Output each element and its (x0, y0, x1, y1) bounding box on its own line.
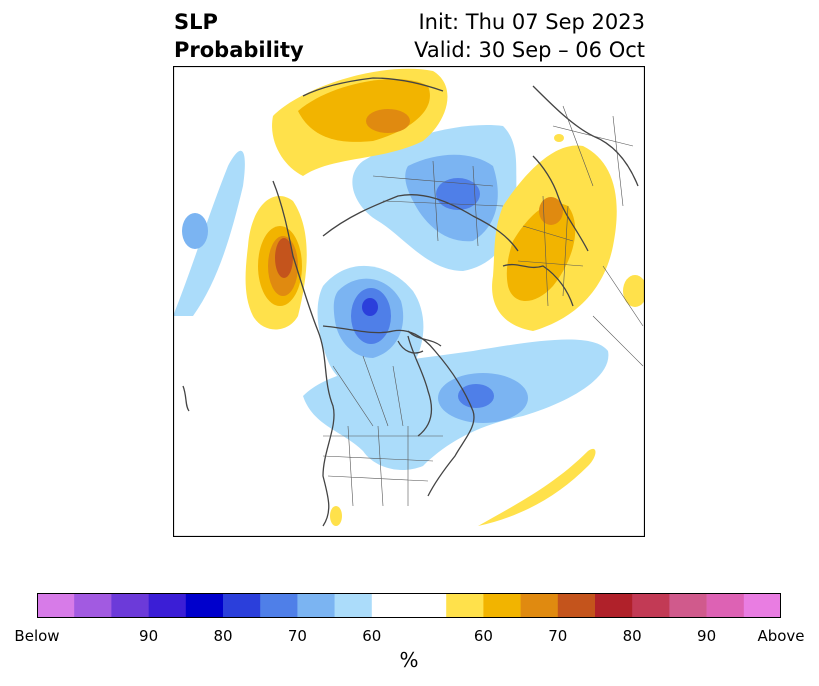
colorbar-segment (111, 593, 149, 618)
colorbar-tick-label: 90 (697, 627, 717, 645)
anomaly-europe-gold (506, 203, 576, 301)
colorbar-tick-label: 60 (362, 627, 382, 645)
colorbar-tick-label: 70 (287, 627, 307, 645)
colorbar-segment (520, 593, 559, 618)
title-line-2: Probability (174, 38, 304, 62)
colorbar-segment (632, 593, 670, 618)
forecast-info: Init: Thu 07 Sep 2023 Valid: 30 Sep – 06… (414, 8, 645, 64)
colorbar-tick-label: 90 (139, 627, 159, 645)
colorbar-tick-label: 70 (548, 627, 568, 645)
colorbar-segment (334, 593, 373, 618)
colorbar-segment (706, 593, 745, 618)
anomaly-pacific-west-blue (173, 150, 245, 316)
colorbar-segment (148, 593, 187, 618)
colorbar-unit: % (399, 648, 419, 672)
anomaly-nepacific-rust (275, 238, 293, 278)
anomaly-atlantic-blue-core (458, 384, 494, 408)
init-date: Init: Thu 07 Sep 2023 (418, 10, 645, 34)
colorbar-segment (557, 593, 596, 618)
anomaly-alaska-orange (366, 109, 410, 133)
colorbar-segment (37, 593, 75, 618)
anomaly-midatlantic-yellow (478, 448, 596, 526)
anomaly-europe-orange (539, 197, 563, 225)
anomaly-yellow-spot (554, 134, 564, 142)
colorbar-segment (371, 593, 447, 618)
political-borders (322, 105, 644, 507)
chart-title: SLP Probability (174, 8, 304, 64)
colorbar-segment (185, 593, 224, 618)
colorbar-segment (483, 593, 521, 618)
colorbar-segment (595, 593, 633, 618)
anomaly-canada-blue-core (362, 298, 378, 316)
below-normal-regions (173, 125, 609, 471)
colorbar-tick-label: Below (14, 627, 60, 645)
colorbar-tick-label: 60 (473, 627, 493, 645)
probability-map (173, 66, 645, 537)
colorbar-segment (743, 593, 781, 618)
colorbar-segment (297, 593, 335, 618)
colorbar-segment (669, 593, 707, 618)
anomaly-caribbean-yellow (330, 506, 342, 526)
colorbar-segment (74, 593, 112, 618)
anomaly-canada-blue-dark (351, 288, 391, 344)
title-line-1: SLP (174, 10, 218, 34)
probability-colorbar (37, 593, 781, 618)
colorbar-tick-label: 80 (622, 627, 642, 645)
anomaly-east-yellow (623, 275, 645, 307)
colorbar-segment (446, 593, 484, 618)
colorbar-segment (223, 593, 261, 618)
colorbar-segment (260, 593, 298, 618)
colorbar-tick-label: Above (757, 627, 805, 645)
anomaly-pacific-west-blue-core (182, 213, 208, 249)
colorbar-tick-label: 80 (213, 627, 233, 645)
valid-range: Valid: 30 Sep – 06 Oct (414, 38, 645, 62)
